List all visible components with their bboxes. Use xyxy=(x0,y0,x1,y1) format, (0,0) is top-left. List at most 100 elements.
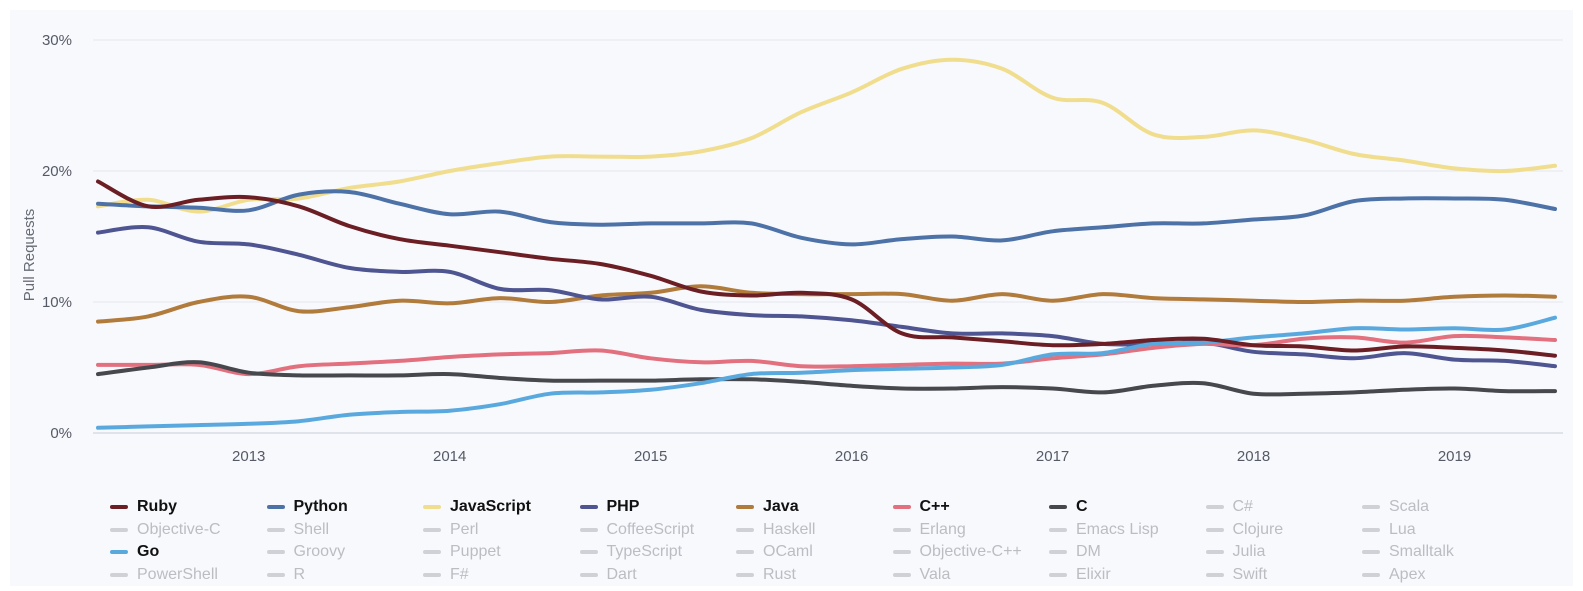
legend-swatch xyxy=(266,572,285,577)
legend-item-java[interactable]: Java xyxy=(736,496,799,518)
legend-swatch xyxy=(1362,527,1380,532)
series-line-python[interactable] xyxy=(96,189,1557,247)
series-line-cpp[interactable] xyxy=(96,333,1557,377)
x-tick-label: 2013 xyxy=(232,448,265,465)
legend-item-perl[interactable]: Perl xyxy=(423,519,478,541)
legend-swatch xyxy=(1362,572,1380,577)
legend-swatch xyxy=(423,527,441,532)
legend-item-javascript[interactable]: JavaScript xyxy=(423,496,531,518)
legend-item-cpp[interactable]: C++ xyxy=(892,496,950,518)
legend-swatch xyxy=(110,572,128,577)
legend-swatch xyxy=(1205,550,1224,554)
legend-swatch xyxy=(266,527,285,532)
y-tick-label: 30% xyxy=(42,32,72,49)
legend-item-php[interactable]: PHP xyxy=(579,496,640,518)
legend-item-vala[interactable]: Vala xyxy=(892,564,950,586)
legend-label: Python xyxy=(293,498,348,515)
legend-item-objective-cpp[interactable]: Objective-C++ xyxy=(892,541,1022,563)
legend-item-lua[interactable]: Lua xyxy=(1362,519,1416,541)
legend-label: Groovy xyxy=(293,543,346,560)
legend-item-typescript[interactable]: TypeScript xyxy=(579,541,682,563)
legend-item-c[interactable]: C xyxy=(1049,496,1088,518)
y-tick-label: 0% xyxy=(50,425,72,442)
legend-label: Java xyxy=(763,498,799,515)
legend-item-erlang[interactable]: Erlang xyxy=(892,519,966,541)
x-axis-ticks: 2013 2014 2015 2016 2017 2018 2019 xyxy=(232,448,1471,465)
legend-label: Shell xyxy=(293,520,330,538)
legend-item-groovy[interactable]: Groovy xyxy=(266,541,346,563)
legend-item-ruby[interactable]: Ruby xyxy=(110,496,177,518)
legend-swatch xyxy=(1205,505,1224,509)
legend-item-rust[interactable]: Rust xyxy=(736,564,796,586)
legend-label: PHP xyxy=(606,498,640,515)
legend-item-python[interactable]: Python xyxy=(266,496,348,518)
legend-item-objective-c[interactable]: Objective-C xyxy=(110,519,221,541)
legend-item-emacs-lisp[interactable]: Emacs Lisp xyxy=(1049,519,1159,541)
legend-label: Haskell xyxy=(763,520,816,538)
legend-item-dart[interactable]: Dart xyxy=(579,564,637,586)
series-line-javascript[interactable] xyxy=(96,57,1557,214)
legend-label: C# xyxy=(1232,498,1253,515)
legend-swatch xyxy=(1049,527,1067,532)
legend-label: Swift xyxy=(1232,565,1268,583)
legend-swatch xyxy=(579,527,598,532)
legend-item-elixir[interactable]: Elixir xyxy=(1049,564,1111,586)
legend-label: Emacs Lisp xyxy=(1076,520,1159,538)
legend-label: Apex xyxy=(1389,565,1426,583)
legend-swatch xyxy=(892,550,911,554)
legend-label: Clojure xyxy=(1232,520,1284,538)
legend-swatch xyxy=(266,505,285,509)
legend-label: Go xyxy=(137,543,160,560)
y-tick-label: 20% xyxy=(42,163,72,180)
legend-label: PowerShell xyxy=(137,565,218,583)
legend-item-dm[interactable]: DM xyxy=(1049,541,1101,563)
legend-label: Smalltalk xyxy=(1389,543,1454,560)
legend-label: Puppet xyxy=(450,543,501,560)
legend-label: Objective-C++ xyxy=(919,543,1022,560)
legend-swatch xyxy=(266,550,285,554)
legend-item-r[interactable]: R xyxy=(266,564,305,586)
series-line-ruby[interactable] xyxy=(96,179,1557,358)
y-axis-ticks: 0% 10% 20% 30% xyxy=(42,32,72,442)
series-layer xyxy=(96,57,1557,430)
legend-item-go[interactable]: Go xyxy=(110,541,159,563)
legend-item-smalltalk[interactable]: Smalltalk xyxy=(1362,541,1454,563)
legend-label: Ruby xyxy=(137,498,177,515)
line-chart: 0% 10% 20% 30% 2013 2014 2015 2016 2017 2018 2019… xyxy=(21,32,1563,465)
legend-swatch xyxy=(1049,572,1067,577)
series-line-go[interactable] xyxy=(96,315,1557,430)
legend-item-julia[interactable]: Julia xyxy=(1205,541,1265,563)
legend-item-haskell[interactable]: Haskell xyxy=(736,519,815,541)
legend-item-apex[interactable]: Apex xyxy=(1362,564,1425,586)
x-tick-label: 2019 xyxy=(1438,448,1471,465)
legend-label: C xyxy=(1076,498,1088,515)
legend-label: DM xyxy=(1076,543,1101,560)
legend-item-clojure[interactable]: Clojure xyxy=(1205,519,1284,541)
legend-swatch xyxy=(892,527,911,532)
legend-swatch xyxy=(1362,550,1380,554)
legend-item-puppet[interactable]: Puppet xyxy=(423,541,501,563)
legend-swatch xyxy=(1205,527,1224,532)
legend-label: C++ xyxy=(919,498,950,515)
legend-item-swift[interactable]: Swift xyxy=(1205,564,1268,586)
legend-item-fsharp[interactable]: F# xyxy=(423,564,469,586)
legend-label: Perl xyxy=(450,520,479,538)
legend-label: JavaScript xyxy=(450,498,531,515)
legend-label: Elixir xyxy=(1076,565,1111,583)
legend-label: Scala xyxy=(1389,498,1430,515)
legend-swatch xyxy=(110,527,128,532)
legend: Ruby Python JavaScript PHP Java C++ C C# Scala Ob… xyxy=(110,496,1570,586)
legend-label: Lua xyxy=(1389,520,1416,538)
legend-item-scala[interactable]: Scala xyxy=(1362,496,1429,518)
legend-item-csharp[interactable]: C# xyxy=(1205,496,1253,518)
legend-item-powershell[interactable]: PowerShell xyxy=(110,564,218,586)
legend-item-ocaml[interactable]: OCaml xyxy=(736,541,813,563)
legend-swatch xyxy=(110,505,128,509)
legend-item-shell[interactable]: Shell xyxy=(266,519,330,541)
legend-swatch xyxy=(736,527,754,532)
series-line-c[interactable] xyxy=(96,360,1557,397)
series-line-php[interactable] xyxy=(96,225,1557,369)
legend-item-coffeescript[interactable]: CoffeeScript xyxy=(579,519,694,541)
y-axis-title: Pull Requests xyxy=(21,209,38,302)
legend-swatch xyxy=(423,505,441,509)
